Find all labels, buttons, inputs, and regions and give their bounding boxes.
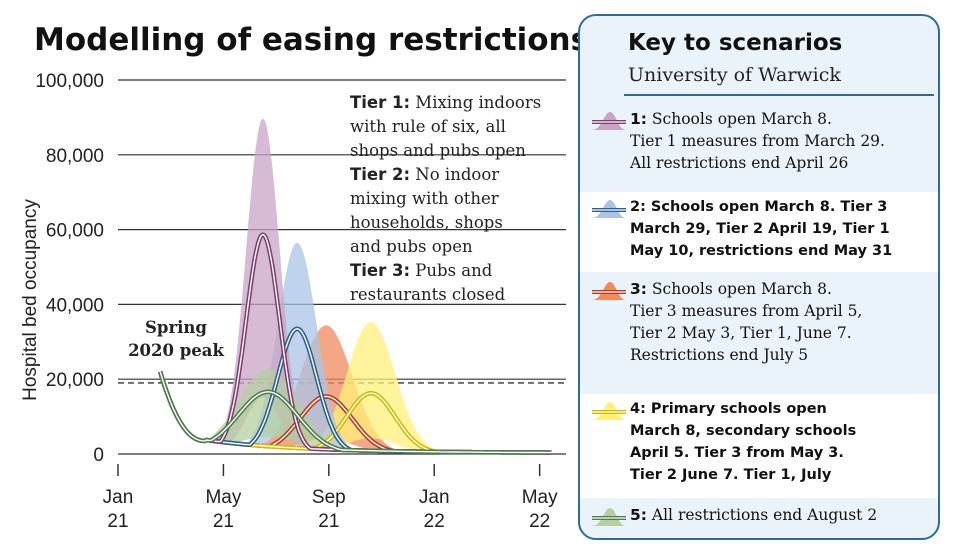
key-number: 3: [630, 280, 647, 298]
key-item-4: 4: Primary schools open March 8, secondar… [580, 394, 938, 498]
x-tick-label: 22 [529, 511, 550, 532]
key-line: April 5. Tier 3 from May 3. [630, 445, 844, 461]
y-tick-label: 60,000 [46, 221, 104, 242]
key-number: 1: [630, 110, 647, 128]
tier-note: and pubs open [350, 237, 473, 256]
key-title: Key to scenarios [628, 30, 843, 56]
key-line: Tier 1 measures from March 29. [630, 132, 885, 150]
series-5-line-inner [159, 371, 552, 454]
x-tick-label: May [205, 487, 241, 508]
key-panel: Key to scenarios University of Warwick 1… [578, 14, 940, 540]
tier-note: restaurants closed [350, 285, 506, 304]
key-text-2: 2: Schools open March 8. Tier 3 March 29,… [630, 196, 934, 262]
tier-note-text: households, shops [350, 213, 503, 232]
key-number: 5: [630, 506, 647, 524]
y-tick-label: 20,000 [46, 370, 104, 391]
key-line: March 8, secondary schools [630, 423, 857, 439]
x-tick-label: Sep [312, 487, 346, 508]
tier-note: Tier 3: Pubs and [350, 261, 493, 280]
chart-title: Modelling of easing restrictions [34, 22, 589, 58]
tier-note-heading: Tier 1: [350, 93, 410, 112]
key-line: May 10, restrictions end May 31 [630, 243, 893, 259]
y-tick-label: 0 [93, 445, 104, 466]
series-1-band [160, 118, 552, 453]
key-swatch-5 [592, 508, 626, 526]
key-text-3: 3: Schools open March 8. Tier 3 measures … [630, 278, 934, 366]
key-line: 1: Schools open March 8. [630, 110, 832, 128]
key-text-5: 5: All restrictions end August 2 [630, 504, 934, 526]
tier-note-text: Mixing indoors [410, 93, 541, 112]
tier-note: Tier 1: Mixing indoors [350, 93, 541, 112]
key-line: 2: Schools open March 8. Tier 3 [630, 199, 888, 215]
x-tick-label: 22 [424, 511, 445, 532]
tier-note-text: and pubs open [350, 237, 473, 256]
tier-note-text: with rule of six, all [350, 117, 506, 136]
tier-note-text: mixing with other [350, 189, 499, 208]
x-tick-label: May [522, 487, 558, 508]
key-line: 5: All restrictions end August 2 [630, 506, 878, 524]
key-line: Restrictions end July 5 [630, 346, 809, 364]
y-axis-label: Hospital bed occupancy [20, 199, 41, 401]
y-tick-label: 100,000 [35, 71, 104, 92]
key-divider [624, 94, 934, 96]
tier-note-text: shops and pubs open [350, 141, 526, 160]
tier-note-text: restaurants closed [350, 285, 506, 304]
tier-note-text: No indoor [410, 165, 499, 184]
key-text-1: 1: Schools open March 8. Tier 1 measures … [630, 108, 934, 174]
key-item-5: 5: All restrictions end August 2 [580, 500, 938, 536]
key-swatch-2 [592, 200, 626, 218]
y-tick-label: 40,000 [46, 295, 104, 316]
tier-note: households, shops [350, 213, 503, 232]
key-swatch-3 [592, 282, 626, 300]
key-line: Tier 2 June 7. Tier 1, July [630, 467, 832, 483]
key-line: All restrictions end April 26 [630, 154, 849, 172]
tier-note: Tier 2: No indoor [350, 165, 499, 184]
key-line: 4: Primary schools open [630, 401, 827, 417]
x-tick-label: 21 [213, 511, 234, 532]
tier-note: with rule of six, all [350, 117, 506, 136]
tier-note: shops and pubs open [350, 141, 526, 160]
tier-note-heading: Tier 2: [350, 165, 410, 184]
key-subtitle: University of Warwick [628, 64, 841, 86]
key-swatch-4 [592, 402, 626, 420]
spring-peak-label: Spring [145, 318, 207, 337]
x-tick-label: 21 [318, 511, 339, 532]
x-tick-label: Jan [419, 487, 450, 508]
key-line: March 29, Tier 2 April 19, Tier 1 [630, 221, 890, 237]
key-item-3: 3: Schools open March 8. Tier 3 measures … [580, 274, 938, 392]
key-text-4: 4: Primary schools open March 8, secondar… [630, 398, 934, 486]
tier-note-heading: Tier 3: [350, 261, 410, 280]
tier-note: mixing with other [350, 189, 499, 208]
key-item-2: 2: Schools open March 8. Tier 3 March 29,… [580, 192, 938, 272]
tier-note-text: Pubs and [410, 261, 493, 280]
key-line: 3: Schools open March 8. [630, 280, 832, 298]
series-4-band [160, 322, 552, 453]
key-line: Tier 2 May 3, Tier 1, June 7. [630, 324, 852, 342]
key-swatch-1 [592, 112, 626, 130]
key-line: Tier 3 measures from April 5, [630, 302, 863, 320]
y-tick-label: 80,000 [46, 146, 104, 167]
x-tick-label: Jan [103, 487, 134, 508]
key-item-1: 1: Schools open March 8. Tier 1 measures … [580, 104, 938, 190]
spring-peak-label: 2020 peak [128, 341, 224, 360]
x-tick-label: 21 [107, 511, 128, 532]
